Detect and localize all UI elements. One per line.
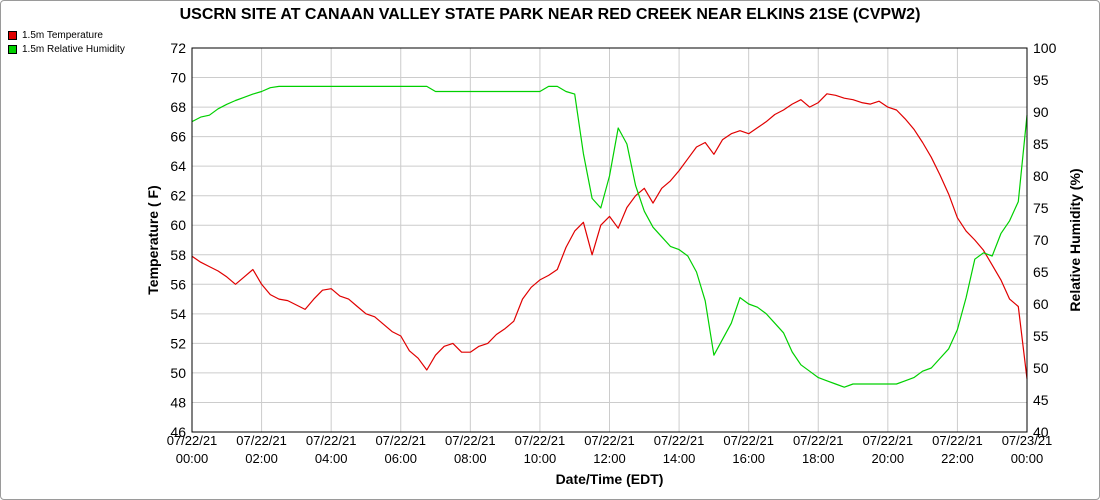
y-right-tick-label: 80 xyxy=(1033,168,1049,184)
y-right-tick-label: 55 xyxy=(1033,328,1049,344)
x-tick-date: 07/22/21 xyxy=(723,433,774,448)
y-left-tick-label: 62 xyxy=(170,188,186,204)
y-left-ticks: 46 48 50 52 54 56 58 60 62 64 66 68 70 72 xyxy=(170,40,186,440)
x-tick-time: 16:00 xyxy=(732,451,765,466)
x-tick-date: 07/22/21 xyxy=(654,433,705,448)
y-axis-label-right: Relative Humidity (%) xyxy=(1067,168,1083,311)
y-right-tick-label: 100 xyxy=(1033,40,1057,56)
series-line-0 xyxy=(191,93,1028,379)
x-tick-time: 22:00 xyxy=(941,451,974,466)
y-left-tick-label: 56 xyxy=(170,276,186,292)
y-right-ticks: 40 45 50 55 60 65 70 75 80 85 90 95 100 xyxy=(1033,40,1057,440)
x-tick-time: 00:00 xyxy=(1011,451,1044,466)
y-right-tick-label: 65 xyxy=(1033,264,1049,280)
y-left-tick-label: 58 xyxy=(170,247,186,263)
legend-label-temperature: 1.5m Temperature xyxy=(22,29,103,41)
y-left-tick-label: 66 xyxy=(170,129,186,145)
x-axis-label: Date/Time (EDT) xyxy=(556,471,664,487)
chart-title: USCRN SITE AT CANAAN VALLEY STATE PARK N… xyxy=(180,6,921,23)
x-tick-time: 06:00 xyxy=(384,451,417,466)
y-right-tick-label: 50 xyxy=(1033,360,1049,376)
y-left-tick-label: 52 xyxy=(170,335,186,351)
legend-item-humidity: 1.5m Relative Humidity xyxy=(8,42,125,56)
y-left-tick-label: 64 xyxy=(170,158,186,174)
legend-swatch-temperature xyxy=(8,30,17,40)
x-tick-time: 04:00 xyxy=(315,451,348,466)
x-tick-time: 10:00 xyxy=(524,451,557,466)
y-left-tick-label: 54 xyxy=(170,306,186,322)
y-right-tick-label: 40 xyxy=(1033,424,1049,440)
x-tick-date: 07/22/21 xyxy=(515,433,566,448)
x-tick-date: 07/22/21 xyxy=(167,433,218,448)
x-tick-date: 07/22/21 xyxy=(445,433,496,448)
series-line-1 xyxy=(191,85,1028,388)
y-right-tick-label: 85 xyxy=(1033,136,1049,152)
y-right-tick-label: 70 xyxy=(1033,232,1049,248)
y-axis-label-left: Temperature ( F) xyxy=(145,185,161,294)
x-tick-time: 14:00 xyxy=(663,451,696,466)
x-tick-time: 02:00 xyxy=(245,451,278,466)
x-tick-time: 08:00 xyxy=(454,451,487,466)
x-tick-date: 07/23/21 xyxy=(1002,433,1053,448)
y-left-tick-label: 46 xyxy=(170,424,186,440)
y-left-tick-label: 70 xyxy=(170,70,186,86)
x-tick-date: 07/22/21 xyxy=(584,433,635,448)
x-ticks: 07/22/21 00:00 07/22/21 02:00 07/22/21 04:00 0… xyxy=(167,433,1053,466)
gridlines xyxy=(191,47,1028,433)
legend-label-humidity: 1.5m Relative Humidity xyxy=(22,43,125,55)
legend-swatch-humidity xyxy=(8,44,17,54)
chart-legend: 1.5m Temperature 1.5m Relative Humidity xyxy=(8,28,125,56)
y-right-tick-label: 45 xyxy=(1033,392,1049,408)
x-tick-date: 07/22/21 xyxy=(236,433,287,448)
x-tick-time: 00:00 xyxy=(176,451,209,466)
x-tick-date: 07/22/21 xyxy=(932,433,983,448)
y-left-tick-label: 50 xyxy=(170,365,186,381)
y-right-tick-label: 95 xyxy=(1033,72,1049,88)
y-right-tick-label: 60 xyxy=(1033,296,1049,312)
x-tick-date: 07/22/21 xyxy=(375,433,426,448)
x-tick-time: 20:00 xyxy=(872,451,905,466)
plot-border xyxy=(191,47,1028,433)
y-right-tick-label: 75 xyxy=(1033,200,1049,216)
x-tick-time: 18:00 xyxy=(802,451,835,466)
x-tick-time: 12:00 xyxy=(593,451,626,466)
legend-item-temperature: 1.5m Temperature xyxy=(8,28,125,42)
x-tick-date: 07/22/21 xyxy=(793,433,844,448)
y-left-tick-label: 68 xyxy=(170,99,186,115)
y-left-tick-label: 48 xyxy=(170,394,186,410)
y-left-tick-label: 72 xyxy=(170,40,186,56)
x-tick-date: 07/22/21 xyxy=(306,433,357,448)
y-left-tick-label: 60 xyxy=(170,217,186,233)
series-lines xyxy=(191,85,1028,388)
x-tick-date: 07/22/21 xyxy=(863,433,914,448)
y-right-tick-label: 90 xyxy=(1033,104,1049,120)
